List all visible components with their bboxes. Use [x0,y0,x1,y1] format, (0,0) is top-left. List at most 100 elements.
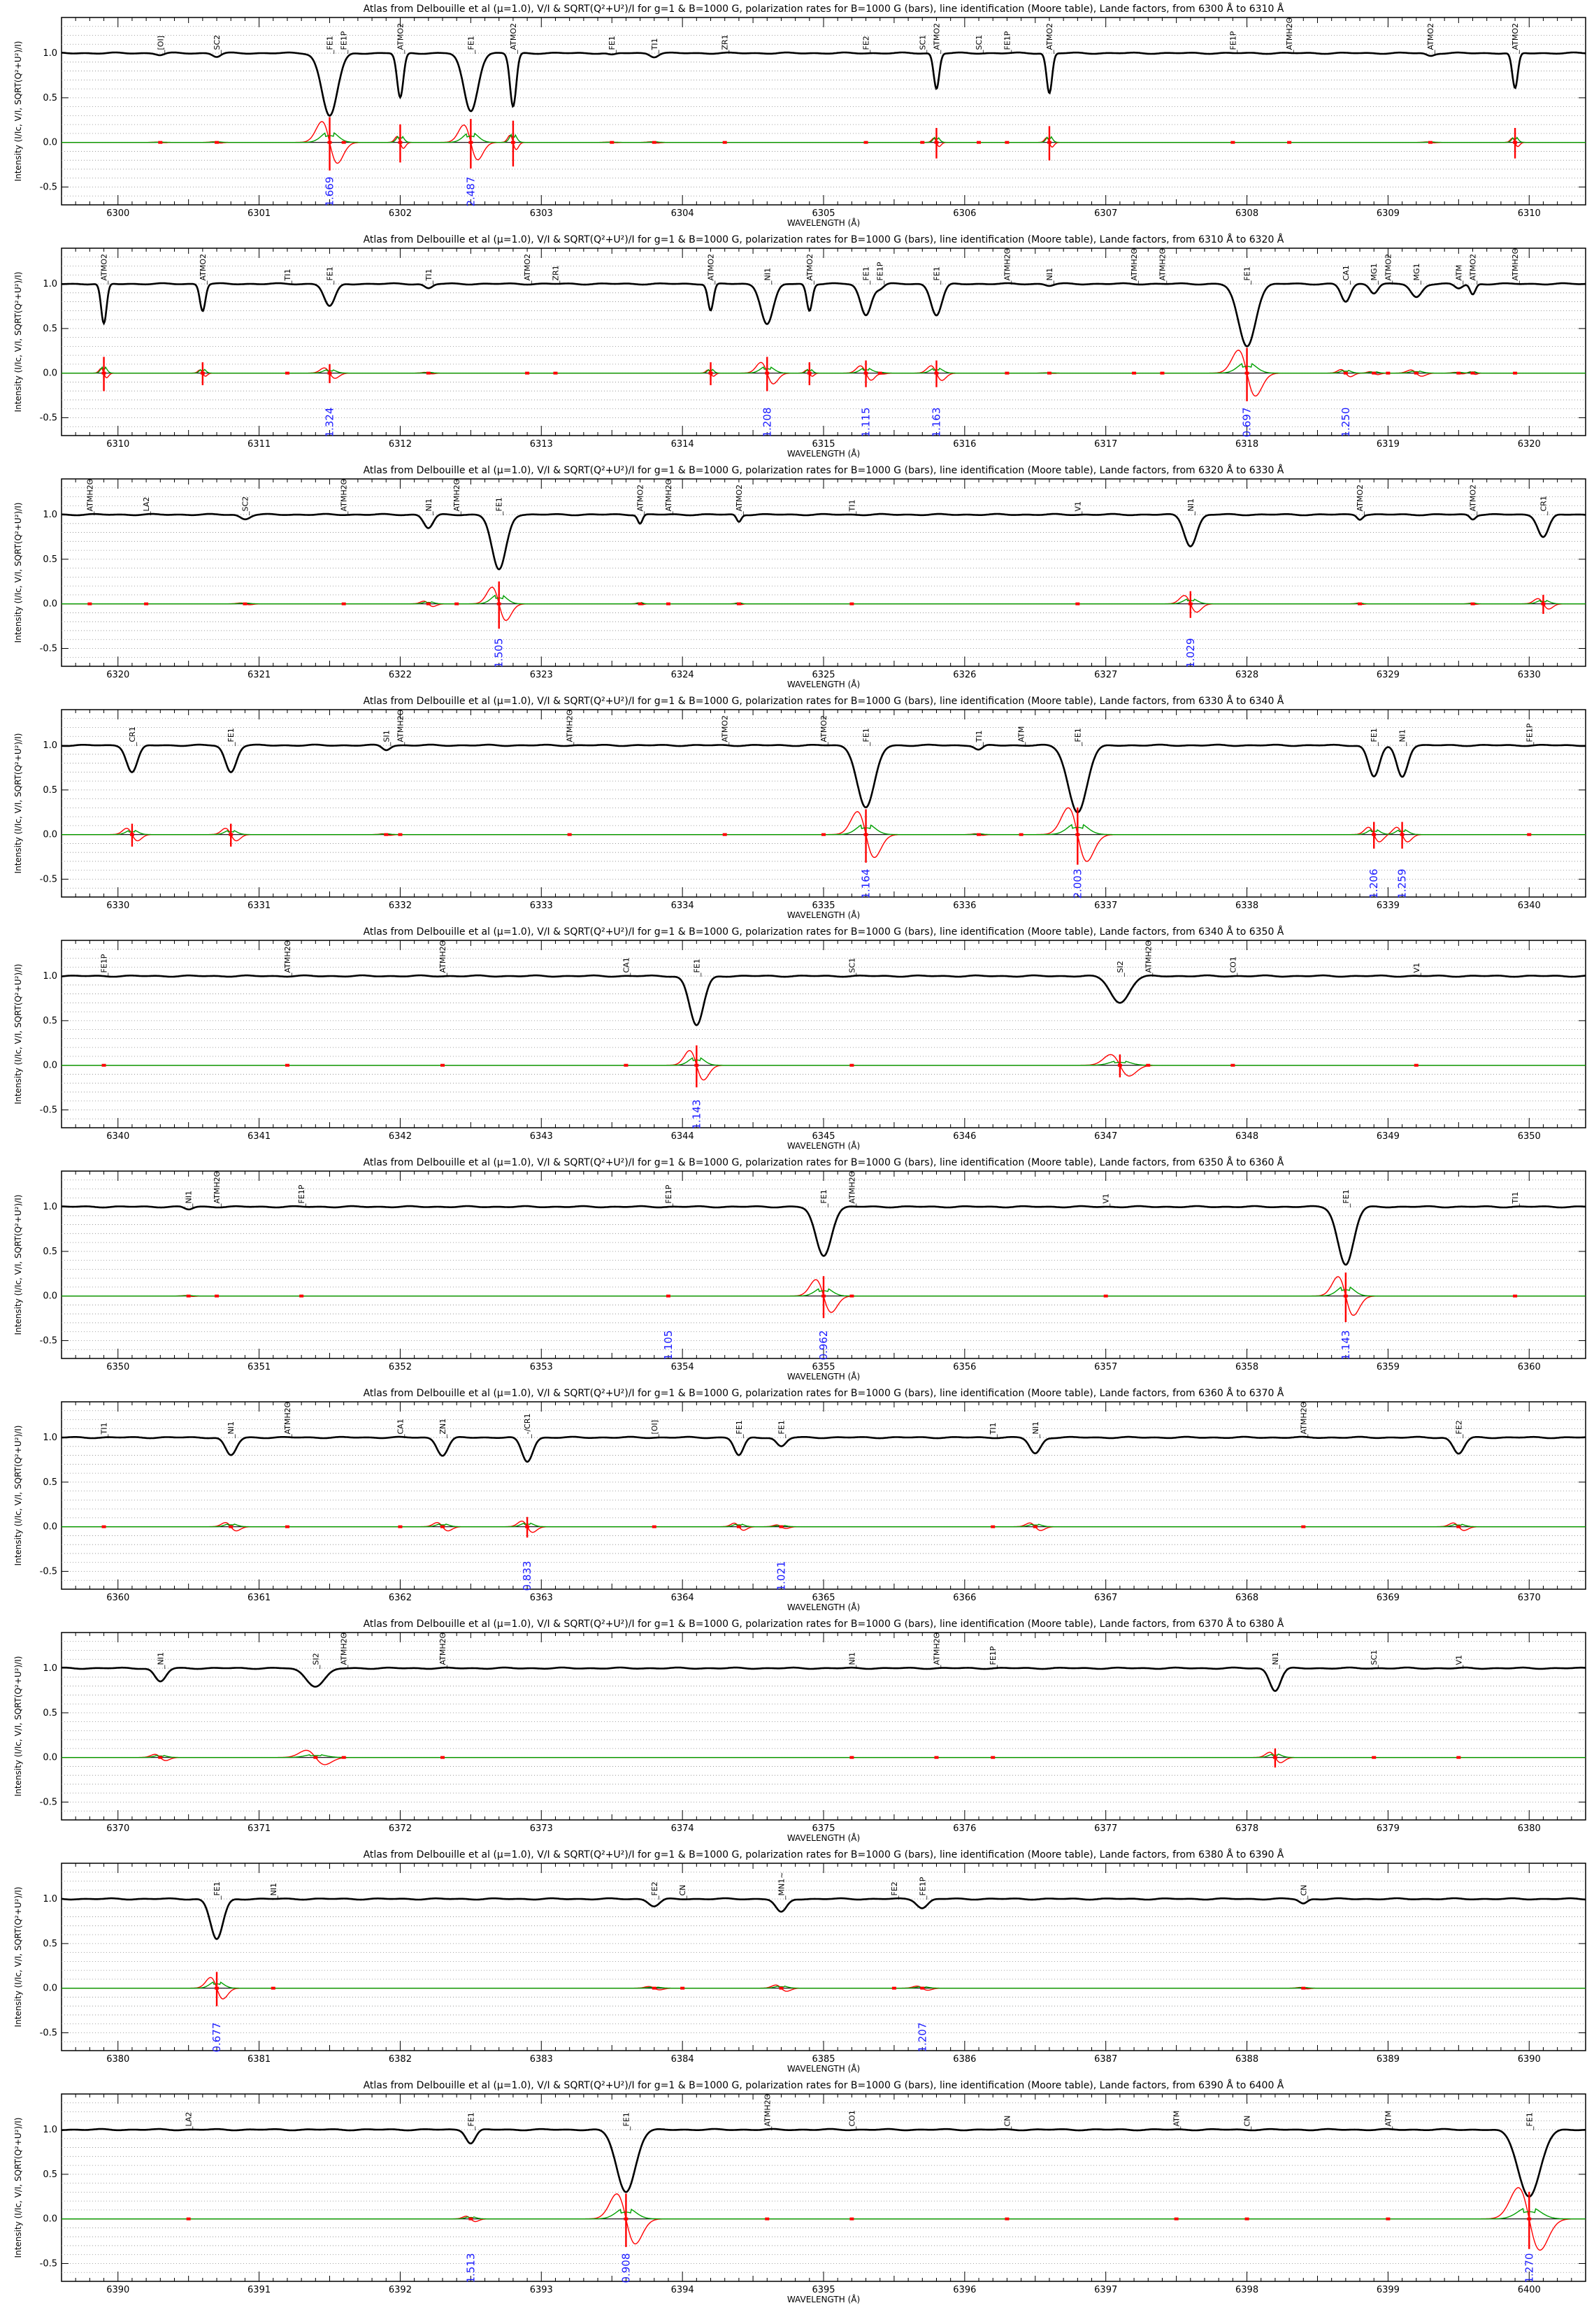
line-id-label: _TI1 [424,269,433,285]
line-id-label: _FE1 [735,1420,744,1439]
polarization-bar [1160,371,1165,375]
y-tick-label: 1.0 [43,1894,57,1905]
linear-pol-curve [62,1057,1586,1066]
x-tick-label: 6301 [247,208,271,219]
x-tick-label: 6318 [1235,439,1258,450]
y-tick-label: -0.5 [40,413,57,423]
x-tick-label: 6311 [247,439,271,450]
lande-factor-label: 0.833 [521,1561,533,1591]
lande-factor-label: 1.143 [1340,1330,1352,1361]
x-tick-label: 6308 [1235,208,1258,219]
x-tick-label: 6391 [247,2285,271,2295]
y-tick-label: 0.5 [43,1247,57,1257]
y-tick-label: 1.0 [43,1433,57,1443]
x-tick-label: 6307 [1094,208,1117,219]
x-axis-label: WAVELENGTH (Å) [787,910,860,920]
y-tick-label: 0.0 [43,1753,57,1763]
line-id-label: _NI1 [1398,729,1407,747]
plot-frame [61,1863,1586,2051]
intensity-curve [61,974,1586,1026]
line-id-label: _ATMO2 [1384,254,1393,285]
polarization-bar [849,1063,854,1067]
line-id-label: _ATMO2 [707,254,716,285]
line-id-label: _FE1P [989,1646,998,1670]
polarization-bar [101,1525,106,1528]
line-id-label: _NI1 [1186,498,1196,516]
line-id-label: _ATMH2O [1144,940,1153,977]
polarization-bar [1513,1294,1518,1298]
line-id-label: _NI1 [763,268,772,285]
lande-factor-label: 1.164 [860,869,873,899]
linear-pol-curve [62,1753,1586,1758]
line-id-label: _CA1 [396,1419,405,1439]
y-tick-label: -0.5 [40,1105,57,1115]
x-tick-label: 6396 [953,2285,976,2295]
panel-title: Atlas from Delbouille et al (μ=1.0), V/I… [364,1156,1284,1168]
x-axis-label: WAVELENGTH (Å) [787,1602,860,1612]
line-id-label: _FE1P [297,1184,306,1208]
x-tick-label: 6369 [1377,1593,1400,1603]
lande-factor-label: 1.505 [493,638,505,668]
x-tick-label: 6361 [247,1593,271,1603]
x-tick-label: 6384 [671,2054,694,2065]
y-tick-label: 0.0 [43,599,57,610]
line-id-label: _ATMH2O [1511,248,1520,285]
x-tick-label: 6341 [247,1131,271,1142]
y-tick-label: -0.5 [40,874,57,884]
x-tick-label: 6392 [389,2285,412,2295]
x-tick-label: 6322 [389,670,412,680]
x-tick-label: 6331 [247,901,271,911]
line-id-label: _CA1 [622,957,631,977]
line-id-label: _ATMH2O [566,709,575,747]
polarization-bar [1005,2217,1010,2221]
lande-factor-label: 1.029 [1184,638,1197,668]
panel-7: Atlas from Delbouille et al (μ=1.0), V/I… [13,1387,1586,1612]
line-id-label: _FE1 [819,1189,828,1208]
x-tick-label: 6370 [1518,1593,1541,1603]
x-tick-label: 6397 [1094,2285,1117,2295]
x-tick-label: 6364 [671,1593,694,1603]
y-tick-label: 0.5 [43,324,57,334]
y-tick-label: 1.0 [43,1663,57,1674]
line-id-label: _SC1 [975,35,984,55]
line-id-label: _ATM [1454,265,1463,285]
polarization-bar [1513,371,1518,375]
polarization-bar [1428,141,1433,144]
line-id-label: _CN [1003,2116,1012,2131]
x-tick-label: 6381 [247,2054,271,2065]
x-tick-label: 6343 [530,1131,553,1142]
polarization-bar [440,1063,445,1067]
polarization-bar [977,141,982,144]
line-id-label: _FE1 [326,36,335,55]
line-id-label: _CN [678,1885,687,1900]
polarization-bar [158,1756,163,1759]
line-id-label: _ATMH2O [396,709,405,747]
line-id-label: _CN [1243,2116,1252,2131]
panel-title: Atlas from Delbouille et al (μ=1.0), V/I… [364,1618,1284,1630]
polarization-bar [87,602,92,605]
y-axis-label: Intensity (I/Ic, V/I, SQRT(Q²+U²)/I) [13,1656,23,1797]
x-tick-label: 6342 [389,1131,412,1142]
lande-factor-label: 1.115 [860,408,873,438]
line-id-label: _ATMH2O [763,2093,772,2131]
polarization-bar [186,1294,191,1298]
polarization-bar [1047,371,1051,375]
x-tick-label: 6310 [1518,208,1541,219]
lande-factor-label: 1.021 [775,1561,787,1591]
line-id-label: _CO1 [847,2110,856,2131]
line-id-label: _FE2 [650,1881,659,1900]
x-tick-label: 6380 [1518,1823,1541,1834]
line-id-label: _ATMH2O [438,1632,447,1670]
x-tick-label: 6387 [1094,2054,1117,2065]
x-tick-label: 6340 [1518,901,1541,911]
polarization-bar [1372,1756,1377,1759]
y-tick-label: 0.5 [43,1708,57,1719]
line-id-label: _ZN1 [438,1419,447,1439]
x-tick-label: 6390 [1518,2054,1541,2065]
x-tick-label: 6313 [530,439,553,450]
line-id-label: _ATMH2O [932,1632,941,1670]
y-tick-label: 0.0 [43,368,57,379]
line-id-label: _ATMH2O [847,1170,856,1208]
x-tick-label: 6359 [1377,1362,1400,1372]
line-id-label: _NI1 [156,1652,165,1670]
